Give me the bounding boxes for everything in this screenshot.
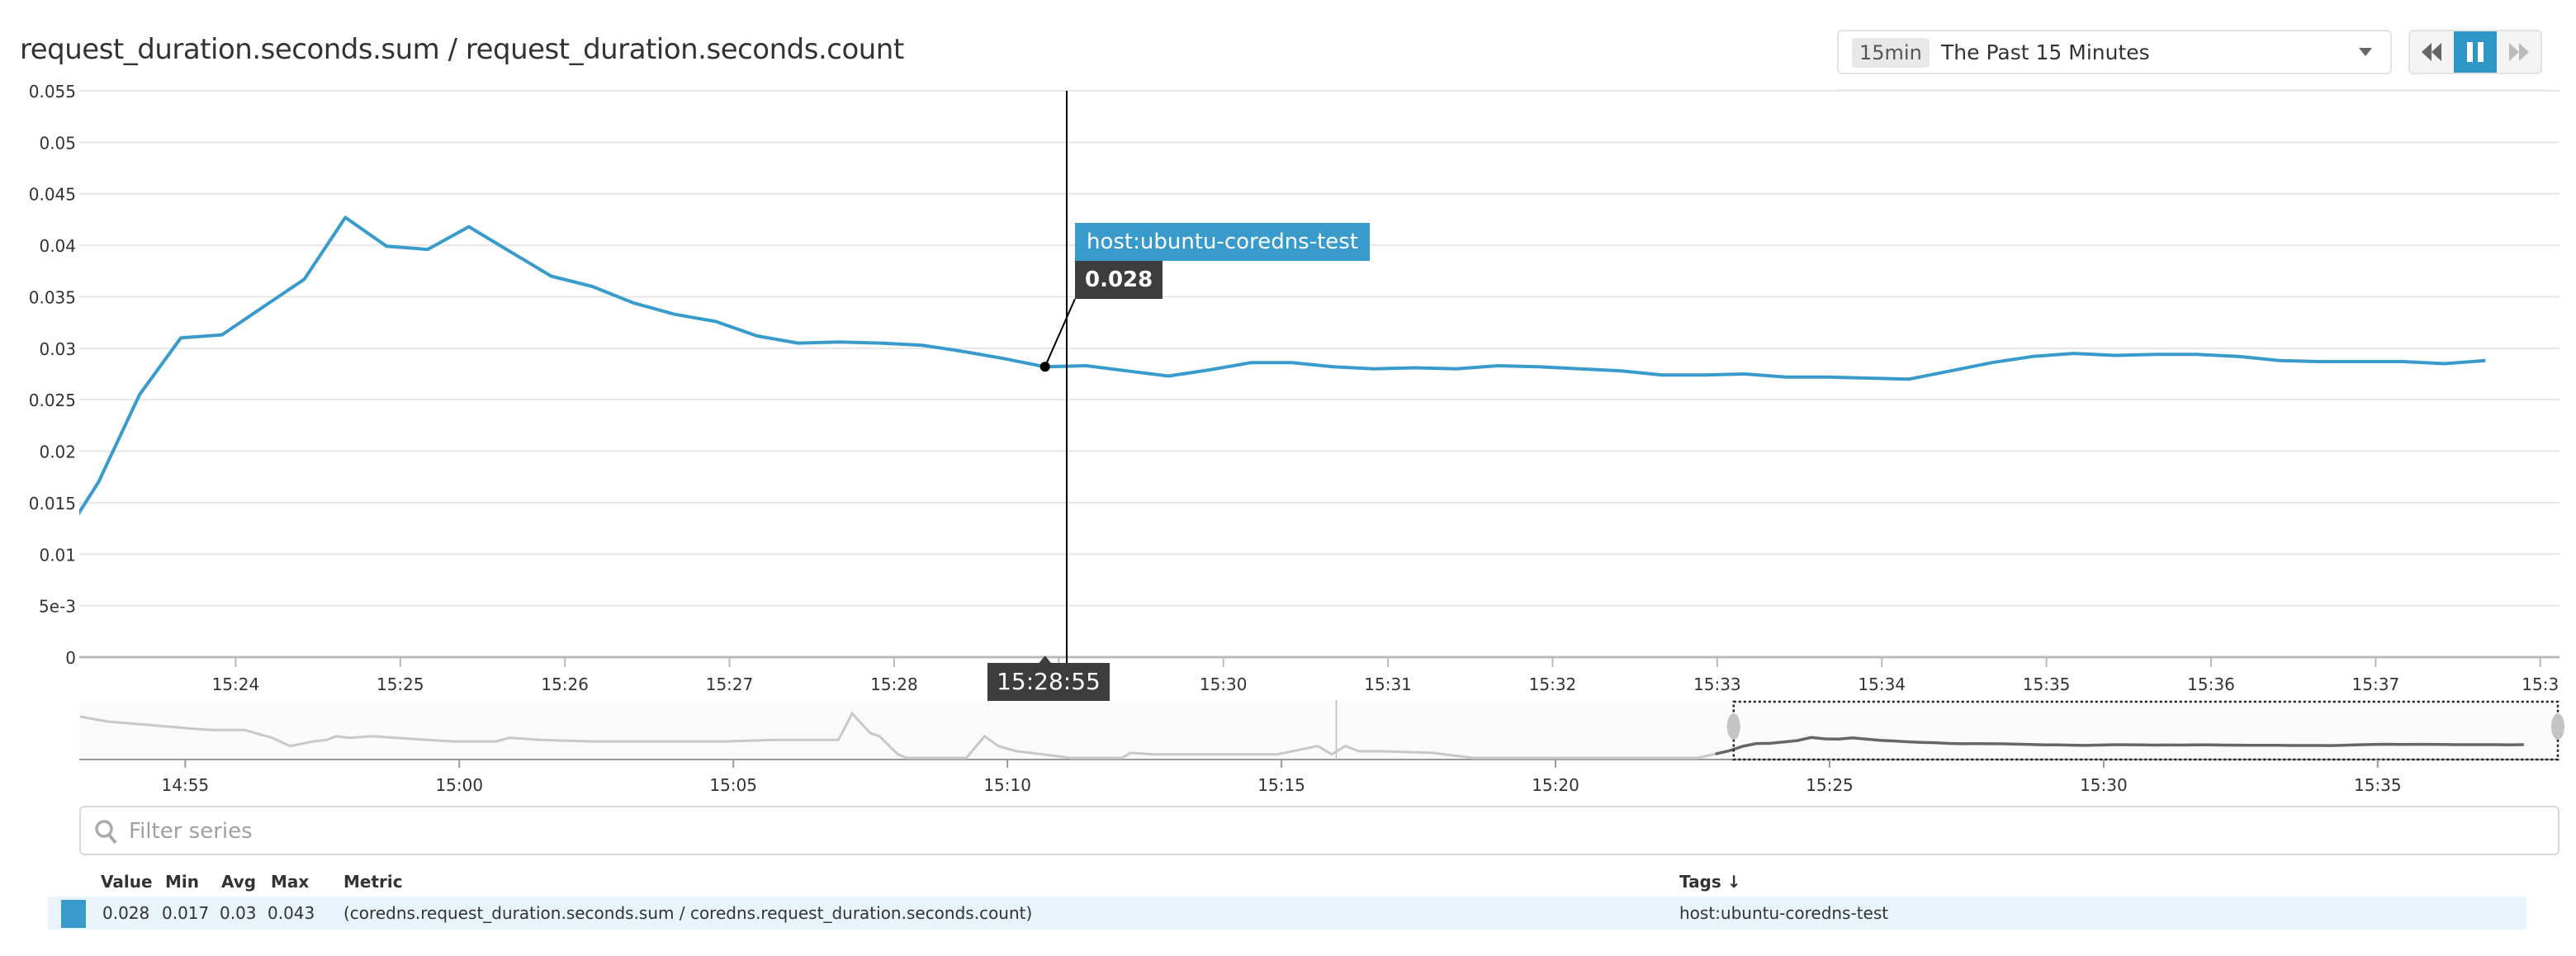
hover-point [1039,362,1050,372]
hover-value-label: 0.028 [1075,261,1163,299]
navigator-x-tick-label: 15:30 [2080,775,2128,795]
y-tick-label: 5e-3 [39,597,76,617]
y-tick-label: 0.02 [39,443,76,462]
caret-down-icon [2359,48,2372,56]
pause-icon [2467,42,2484,62]
cell-avg: 0.03 [220,903,257,923]
filter-series-field[interactable] [79,806,2559,855]
column-header-avg[interactable]: Avg [221,872,257,892]
search-icon [95,820,117,845]
brush-handle-left[interactable] [1726,713,1740,740]
x-tick-label: 15:26 [541,674,589,694]
rewind-icon [2422,43,2442,61]
cell-min: 0.017 [162,903,210,923]
x-axis: 15:24 15:25 15:26 15:27 15:28 15:30 15:31 15:32… [212,657,2559,694]
time-navigator[interactable]: 14:55 15:00 15:05 15:10 15:15 15:20 15:25 15:30… [79,700,2564,795]
x-tick-label: 15:36 [2187,674,2235,694]
x-tick-label: 15:3 [2522,674,2559,694]
x-tick-label: 15:28 [870,674,918,694]
time-range-badge: 15min [1852,38,1930,68]
cell-value: 0.028 [102,903,150,923]
column-header-max[interactable]: Max [271,872,310,892]
fast-forward-button[interactable] [2497,31,2540,73]
navigator-x-tick-label: 15:35 [2354,775,2402,795]
cell-tags: host:ubuntu-coredns-test [1679,903,1889,923]
table-row[interactable] [48,897,2526,930]
y-tick-label: 0.025 [29,390,76,410]
column-header-metric[interactable]: Metric [343,872,403,892]
navigator-series-line [79,711,1716,760]
time-range-dropdown[interactable]: 15min The Past 15 Minutes [1837,30,2392,74]
series-line-host-ubuntu-coredns-test[interactable] [57,215,2486,547]
navigator-x-tick-label: 15:05 [709,775,757,795]
x-tick-label: 15:37 [2352,674,2400,694]
fast-forward-icon [2508,43,2529,61]
hover-time-arrow [1038,655,1052,664]
navigator-background [79,700,2559,760]
brush-handle-right[interactable] [2551,713,2564,740]
y-tick-label: 0.05 [39,133,76,153]
time-range-label: The Past 15 Minutes [1941,40,2150,64]
graph-title: request_duration.seconds.sum / request_d… [20,33,904,66]
navigator-x-tick-label: 15:00 [435,775,483,795]
x-tick-label: 15:31 [1364,674,1412,694]
x-tick-label: 15:32 [1529,674,1577,694]
series-color-swatch[interactable] [61,900,86,928]
hover-leader-line [1044,298,1076,367]
cell-max: 0.043 [268,903,315,923]
hover-series-label: host:ubuntu-coredns-test [1075,223,1371,261]
column-header-tags[interactable]: Tags ↓ [1679,872,1741,892]
navigator-x-tick-label: 15:20 [1532,775,1579,795]
pause-button[interactable] [2453,31,2498,73]
navigator-x-tick-label: 15:10 [983,775,1031,795]
navigator-selected-series-line [1715,736,2524,756]
rewind-button[interactable] [2410,31,2454,73]
navigator-x-tick-label: 14:55 [162,775,210,795]
y-tick-label: 0.03 [39,339,76,359]
x-tick-label: 15:33 [1693,674,1741,694]
y-tick-label: 0.035 [29,287,76,307]
y-tick-label: 0.045 [29,185,76,205]
x-tick-label: 15:27 [706,674,754,694]
x-tick-label: 15:25 [376,674,424,694]
x-tick-label: 15:24 [212,674,260,694]
navigator-x-tick-label: 15:25 [1806,775,1854,795]
column-header-min[interactable]: Min [165,872,199,892]
y-axis: 0 5e-3 0.01 0.015 0.02 0.025 0.03 0.035 0.04 0.04… [29,82,76,668]
hover-crosshair [1038,91,1076,664]
filter-series-input[interactable] [127,812,2525,850]
y-tick-label: 0.04 [39,236,76,256]
header-divider [1837,89,2547,91]
column-header-value[interactable]: Value [101,872,153,892]
y-tick-label: 0.01 [39,545,76,565]
x-tick-label: 15:35 [2023,674,2071,694]
playback-controls [2408,30,2542,74]
y-gridlines [79,90,2559,659]
y-tick-label: 0.015 [29,494,76,513]
y-tick-label: 0.055 [29,82,76,102]
y-tick-label: 0 [65,648,76,668]
cell-metric: (coredns.request_duration.seconds.sum / … [343,903,1033,923]
x-tick-label: 15:34 [1858,674,1906,694]
hover-time-label: 15:28:55 [987,663,1110,701]
x-tick-label: 15:30 [1200,674,1248,694]
navigator-x-tick-label: 15:15 [1257,775,1305,795]
